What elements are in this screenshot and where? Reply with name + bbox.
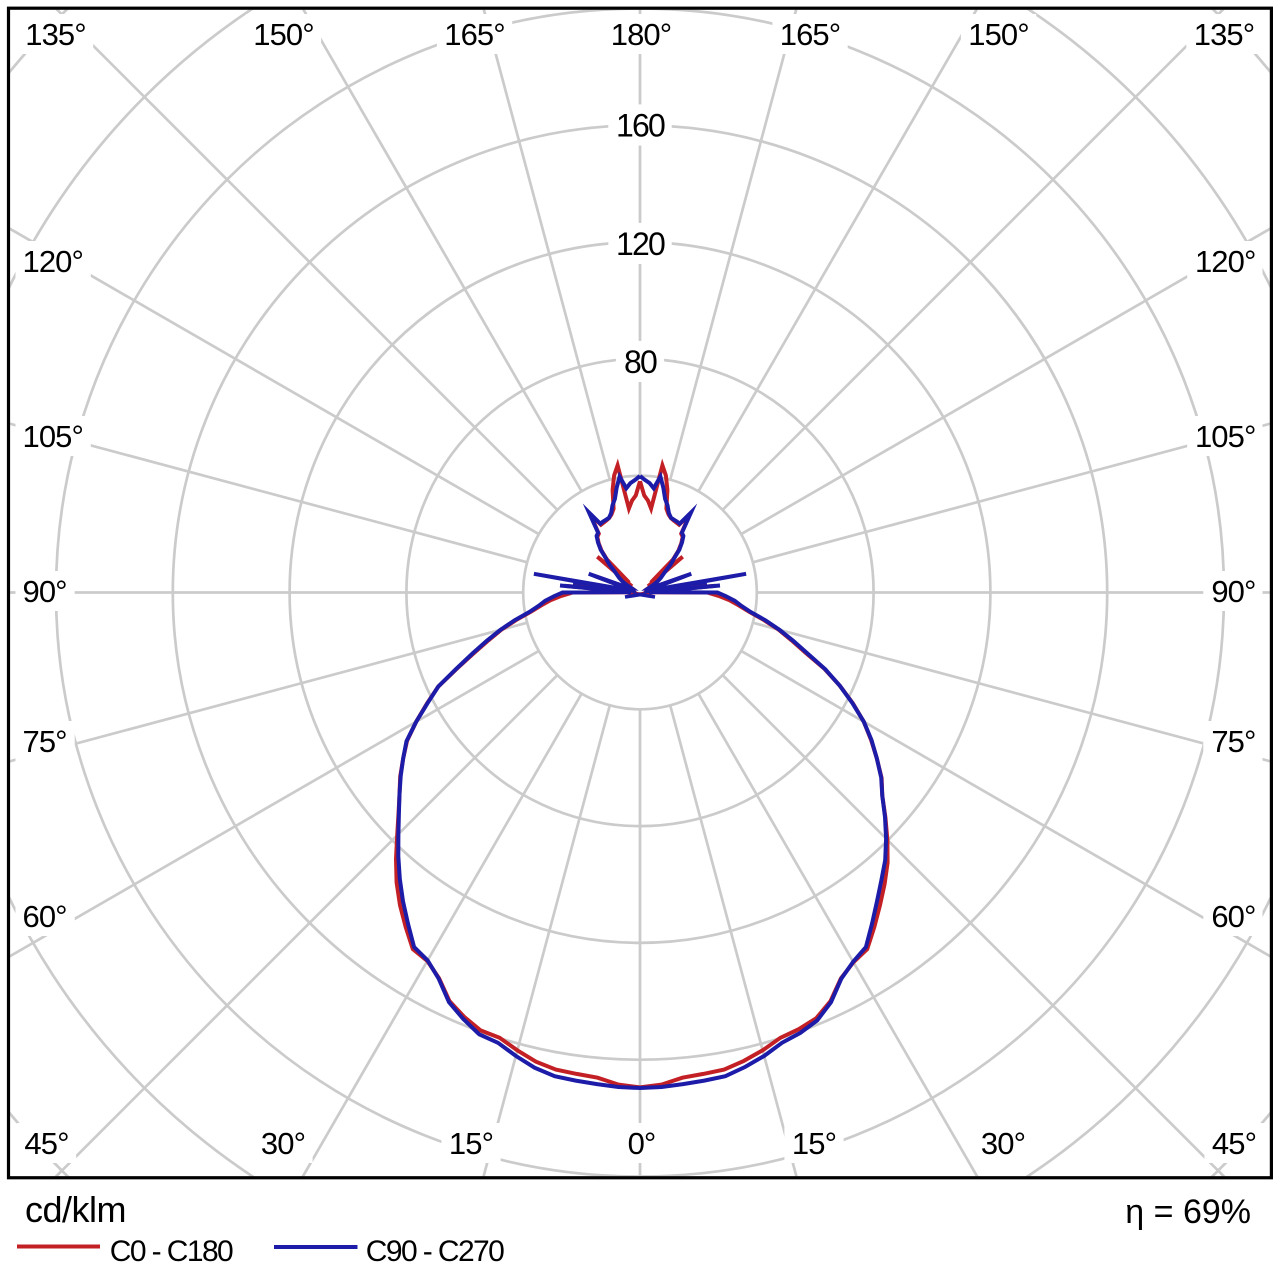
svg-text:60°: 60° [23,899,67,934]
svg-text:15°: 15° [449,1126,493,1161]
svg-text:75°: 75° [23,724,67,759]
svg-text:180°: 180° [611,17,672,52]
svg-text:45°: 45° [1212,1126,1256,1161]
svg-text:60°: 60° [1211,899,1255,934]
svg-text:30°: 30° [261,1126,305,1161]
svg-text:30°: 30° [981,1126,1025,1161]
svg-text:C90 - C270: C90 - C270 [366,1235,504,1268]
svg-text:120°: 120° [1195,244,1256,279]
svg-text:135°: 135° [25,17,86,52]
svg-text:160: 160 [616,108,665,144]
svg-text:η = 69%: η = 69% [1125,1193,1251,1231]
svg-text:150°: 150° [253,17,314,52]
svg-text:120°: 120° [23,244,84,279]
svg-text:80: 80 [624,344,657,380]
svg-text:75°: 75° [1211,724,1255,759]
svg-text:105°: 105° [23,419,84,454]
svg-text:120: 120 [616,226,665,262]
svg-text:C0 - C180: C0 - C180 [110,1235,233,1268]
svg-text:90°: 90° [23,574,67,609]
svg-text:15°: 15° [792,1126,836,1161]
svg-text:105°: 105° [1195,419,1256,454]
svg-text:cd/klm: cd/klm [25,1189,126,1230]
svg-text:165°: 165° [780,17,841,52]
svg-text:90°: 90° [1211,574,1255,609]
svg-text:0°: 0° [628,1126,656,1161]
svg-text:135°: 135° [1194,17,1255,52]
svg-text:165°: 165° [444,17,505,52]
svg-text:45°: 45° [24,1126,68,1161]
svg-text:150°: 150° [968,17,1029,52]
